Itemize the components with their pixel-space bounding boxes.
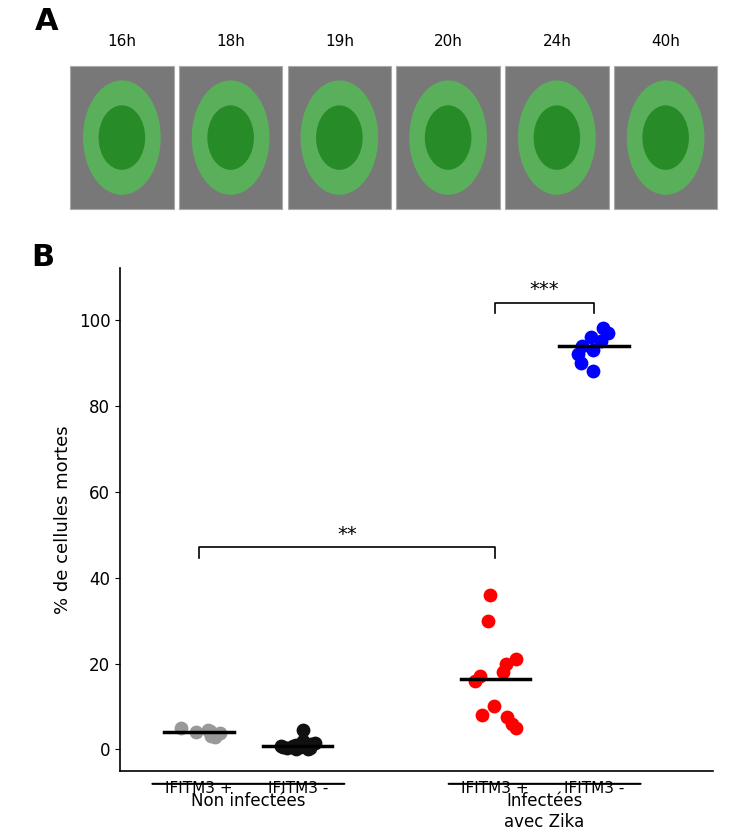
Point: [572, 348, 584, 361]
FancyBboxPatch shape: [614, 65, 718, 210]
Ellipse shape: [98, 106, 146, 170]
Point: [470, 674, 482, 687]
FancyBboxPatch shape: [178, 65, 283, 210]
Ellipse shape: [83, 80, 160, 194]
Point: [304, 737, 316, 751]
Point: [509, 653, 521, 666]
Point: [501, 711, 513, 724]
FancyBboxPatch shape: [396, 65, 500, 210]
Ellipse shape: [207, 106, 254, 170]
Point: [597, 322, 609, 335]
Point: [297, 723, 309, 737]
Ellipse shape: [533, 106, 580, 170]
Ellipse shape: [627, 80, 704, 194]
Point: [304, 742, 316, 755]
Text: **: **: [338, 525, 357, 544]
Text: 18h: 18h: [216, 34, 245, 49]
Point: [308, 737, 320, 750]
Point: [298, 734, 310, 747]
Point: [290, 738, 302, 752]
Text: ***: ***: [530, 280, 560, 299]
Ellipse shape: [410, 80, 487, 194]
Text: Infectées
avec Zika: Infectées avec Zika: [505, 793, 585, 831]
Point: [585, 330, 597, 344]
Point: [190, 726, 202, 739]
Ellipse shape: [518, 80, 596, 194]
Point: [204, 725, 216, 738]
Point: [206, 729, 218, 742]
Text: A: A: [34, 7, 58, 36]
Point: [596, 334, 608, 348]
Point: [286, 739, 298, 753]
FancyBboxPatch shape: [287, 65, 392, 210]
Point: [286, 741, 298, 754]
Point: [484, 588, 496, 602]
Ellipse shape: [301, 80, 378, 194]
Point: [587, 343, 599, 356]
Point: [205, 727, 217, 741]
Text: 16h: 16h: [107, 34, 136, 49]
FancyBboxPatch shape: [70, 65, 174, 210]
Point: [294, 740, 306, 753]
Point: [500, 657, 512, 670]
Point: [209, 730, 220, 743]
Text: 20h: 20h: [433, 34, 463, 49]
Point: [176, 722, 188, 735]
Point: [476, 708, 488, 722]
Point: [506, 717, 518, 731]
Ellipse shape: [192, 80, 269, 194]
Text: 19h: 19h: [325, 34, 354, 49]
Ellipse shape: [642, 106, 689, 170]
Point: [290, 742, 302, 755]
FancyBboxPatch shape: [505, 65, 609, 210]
Point: [302, 742, 314, 756]
Point: [482, 614, 494, 628]
Text: 40h: 40h: [651, 34, 680, 49]
Point: [202, 723, 214, 737]
Point: [586, 365, 598, 378]
Y-axis label: % de cellules mortes: % de cellules mortes: [54, 425, 72, 614]
Point: [574, 356, 586, 370]
Text: 24h: 24h: [542, 34, 572, 49]
Point: [277, 741, 289, 754]
Point: [602, 326, 614, 339]
Point: [576, 339, 588, 352]
Ellipse shape: [424, 106, 472, 170]
Ellipse shape: [316, 106, 363, 170]
Point: [497, 665, 509, 679]
Point: [214, 727, 226, 740]
Text: Non infectées: Non infectées: [191, 793, 306, 810]
Point: [510, 722, 522, 735]
Point: [474, 670, 486, 683]
Point: [488, 700, 500, 713]
Point: [274, 739, 286, 753]
Text: B: B: [31, 243, 54, 272]
Point: [281, 741, 293, 754]
